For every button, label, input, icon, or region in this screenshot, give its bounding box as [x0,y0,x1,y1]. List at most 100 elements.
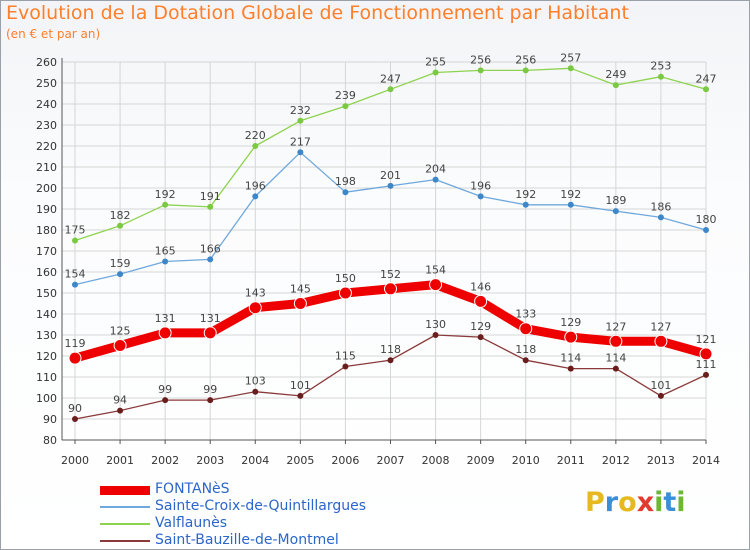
data-point [342,189,349,196]
data-point [342,103,349,110]
data-point [654,334,668,348]
chart-subtitle: (en € et par an) [6,27,101,41]
legend-swatch [100,540,150,542]
data-label: 249 [605,68,626,81]
y-tick-label: 160 [36,266,57,279]
data-label: 186 [650,200,671,213]
data-point [72,416,78,422]
data-label: 253 [650,60,671,73]
data-point [297,392,304,399]
data-point [429,278,443,292]
data-label: 150 [335,272,356,285]
legend-swatch [100,523,150,525]
data-point [657,392,664,399]
y-tick-label: 110 [36,371,57,384]
line-chart: 8090100110120130140150160170180190200210… [36,51,720,467]
data-label: 191 [200,190,221,203]
data-label: 130 [425,318,446,331]
data-point [477,193,484,200]
data-point [72,237,78,244]
data-point [477,334,484,341]
y-tick-label: 250 [36,77,57,90]
data-label: 99 [203,383,217,396]
data-point [522,67,529,74]
y-tick-label: 180 [36,224,57,237]
series-fontanes [68,278,713,365]
data-label: 119 [65,337,86,350]
data-label: 192 [515,188,536,201]
x-tick-label: 2004 [241,454,269,467]
data-label: 247 [380,72,401,85]
data-label: 118 [380,343,401,356]
data-label: 101 [290,379,311,392]
axes: 8090100110120130140150160170180190200210… [36,56,720,467]
data-point [703,227,709,233]
data-label: 220 [245,129,266,142]
x-tick-label: 2007 [377,454,405,467]
logo-letter: P [585,487,605,518]
data-label: 127 [650,320,671,333]
data-point [567,201,574,208]
data-label: 180 [696,213,717,226]
y-tick-label: 190 [36,203,57,216]
data-point [293,297,307,310]
data-point [117,407,124,414]
data-point [522,201,529,208]
y-tick-label: 130 [36,329,57,342]
data-point [564,330,578,344]
data-point [519,322,533,336]
data-point [657,214,664,221]
data-label: 182 [110,209,131,222]
data-label: 255 [425,56,446,69]
data-point [162,258,169,265]
y-tick-label: 120 [36,350,57,363]
data-labels: 175 182 192 191 220 232 239 247 255 256 256 257 249 2… [65,51,717,415]
data-label: 159 [110,257,131,270]
data-point [207,256,214,263]
data-point [297,149,304,156]
legend-label: FONTANèS [155,481,230,497]
data-label: 101 [650,379,671,392]
data-label: 133 [515,308,536,321]
data-label: 118 [515,343,536,356]
data-point [432,332,439,338]
data-point [252,143,259,149]
data-label: 196 [245,179,266,192]
data-point [703,86,709,93]
data-label: 129 [470,320,491,333]
data-point [384,282,397,296]
y-tick-label: 210 [36,161,57,174]
data-label: 154 [425,264,446,277]
data-label: 131 [155,312,176,325]
data-point [72,281,78,288]
data-label: 192 [560,188,581,201]
logo-letter: x [636,487,655,518]
series-layer [68,65,713,422]
x-tick-label: 2009 [467,454,495,467]
data-label: 146 [470,280,491,293]
logo-letter: r [604,487,619,518]
data-label: 166 [200,242,221,255]
y-tick-label: 150 [36,287,57,300]
data-label: 131 [200,312,221,325]
data-point [387,182,394,189]
data-label: 143 [245,287,266,300]
y-tick-label: 100 [36,392,57,405]
data-label: 145 [290,283,311,296]
data-point [699,347,713,361]
data-point [207,203,214,210]
data-label: 257 [560,51,581,64]
data-label: 247 [696,72,717,85]
data-label: 192 [155,188,176,201]
data-point [252,388,259,395]
data-point [162,397,169,404]
data-label: 165 [155,245,176,258]
x-tick-label: 2008 [422,454,450,467]
x-tick-label: 2011 [557,454,585,467]
y-tick-label: 230 [36,119,57,132]
data-label: 256 [515,53,536,66]
data-point [567,365,574,372]
data-point [68,351,82,365]
y-tick-label: 240 [36,98,57,111]
x-tick-label: 2010 [512,454,540,467]
